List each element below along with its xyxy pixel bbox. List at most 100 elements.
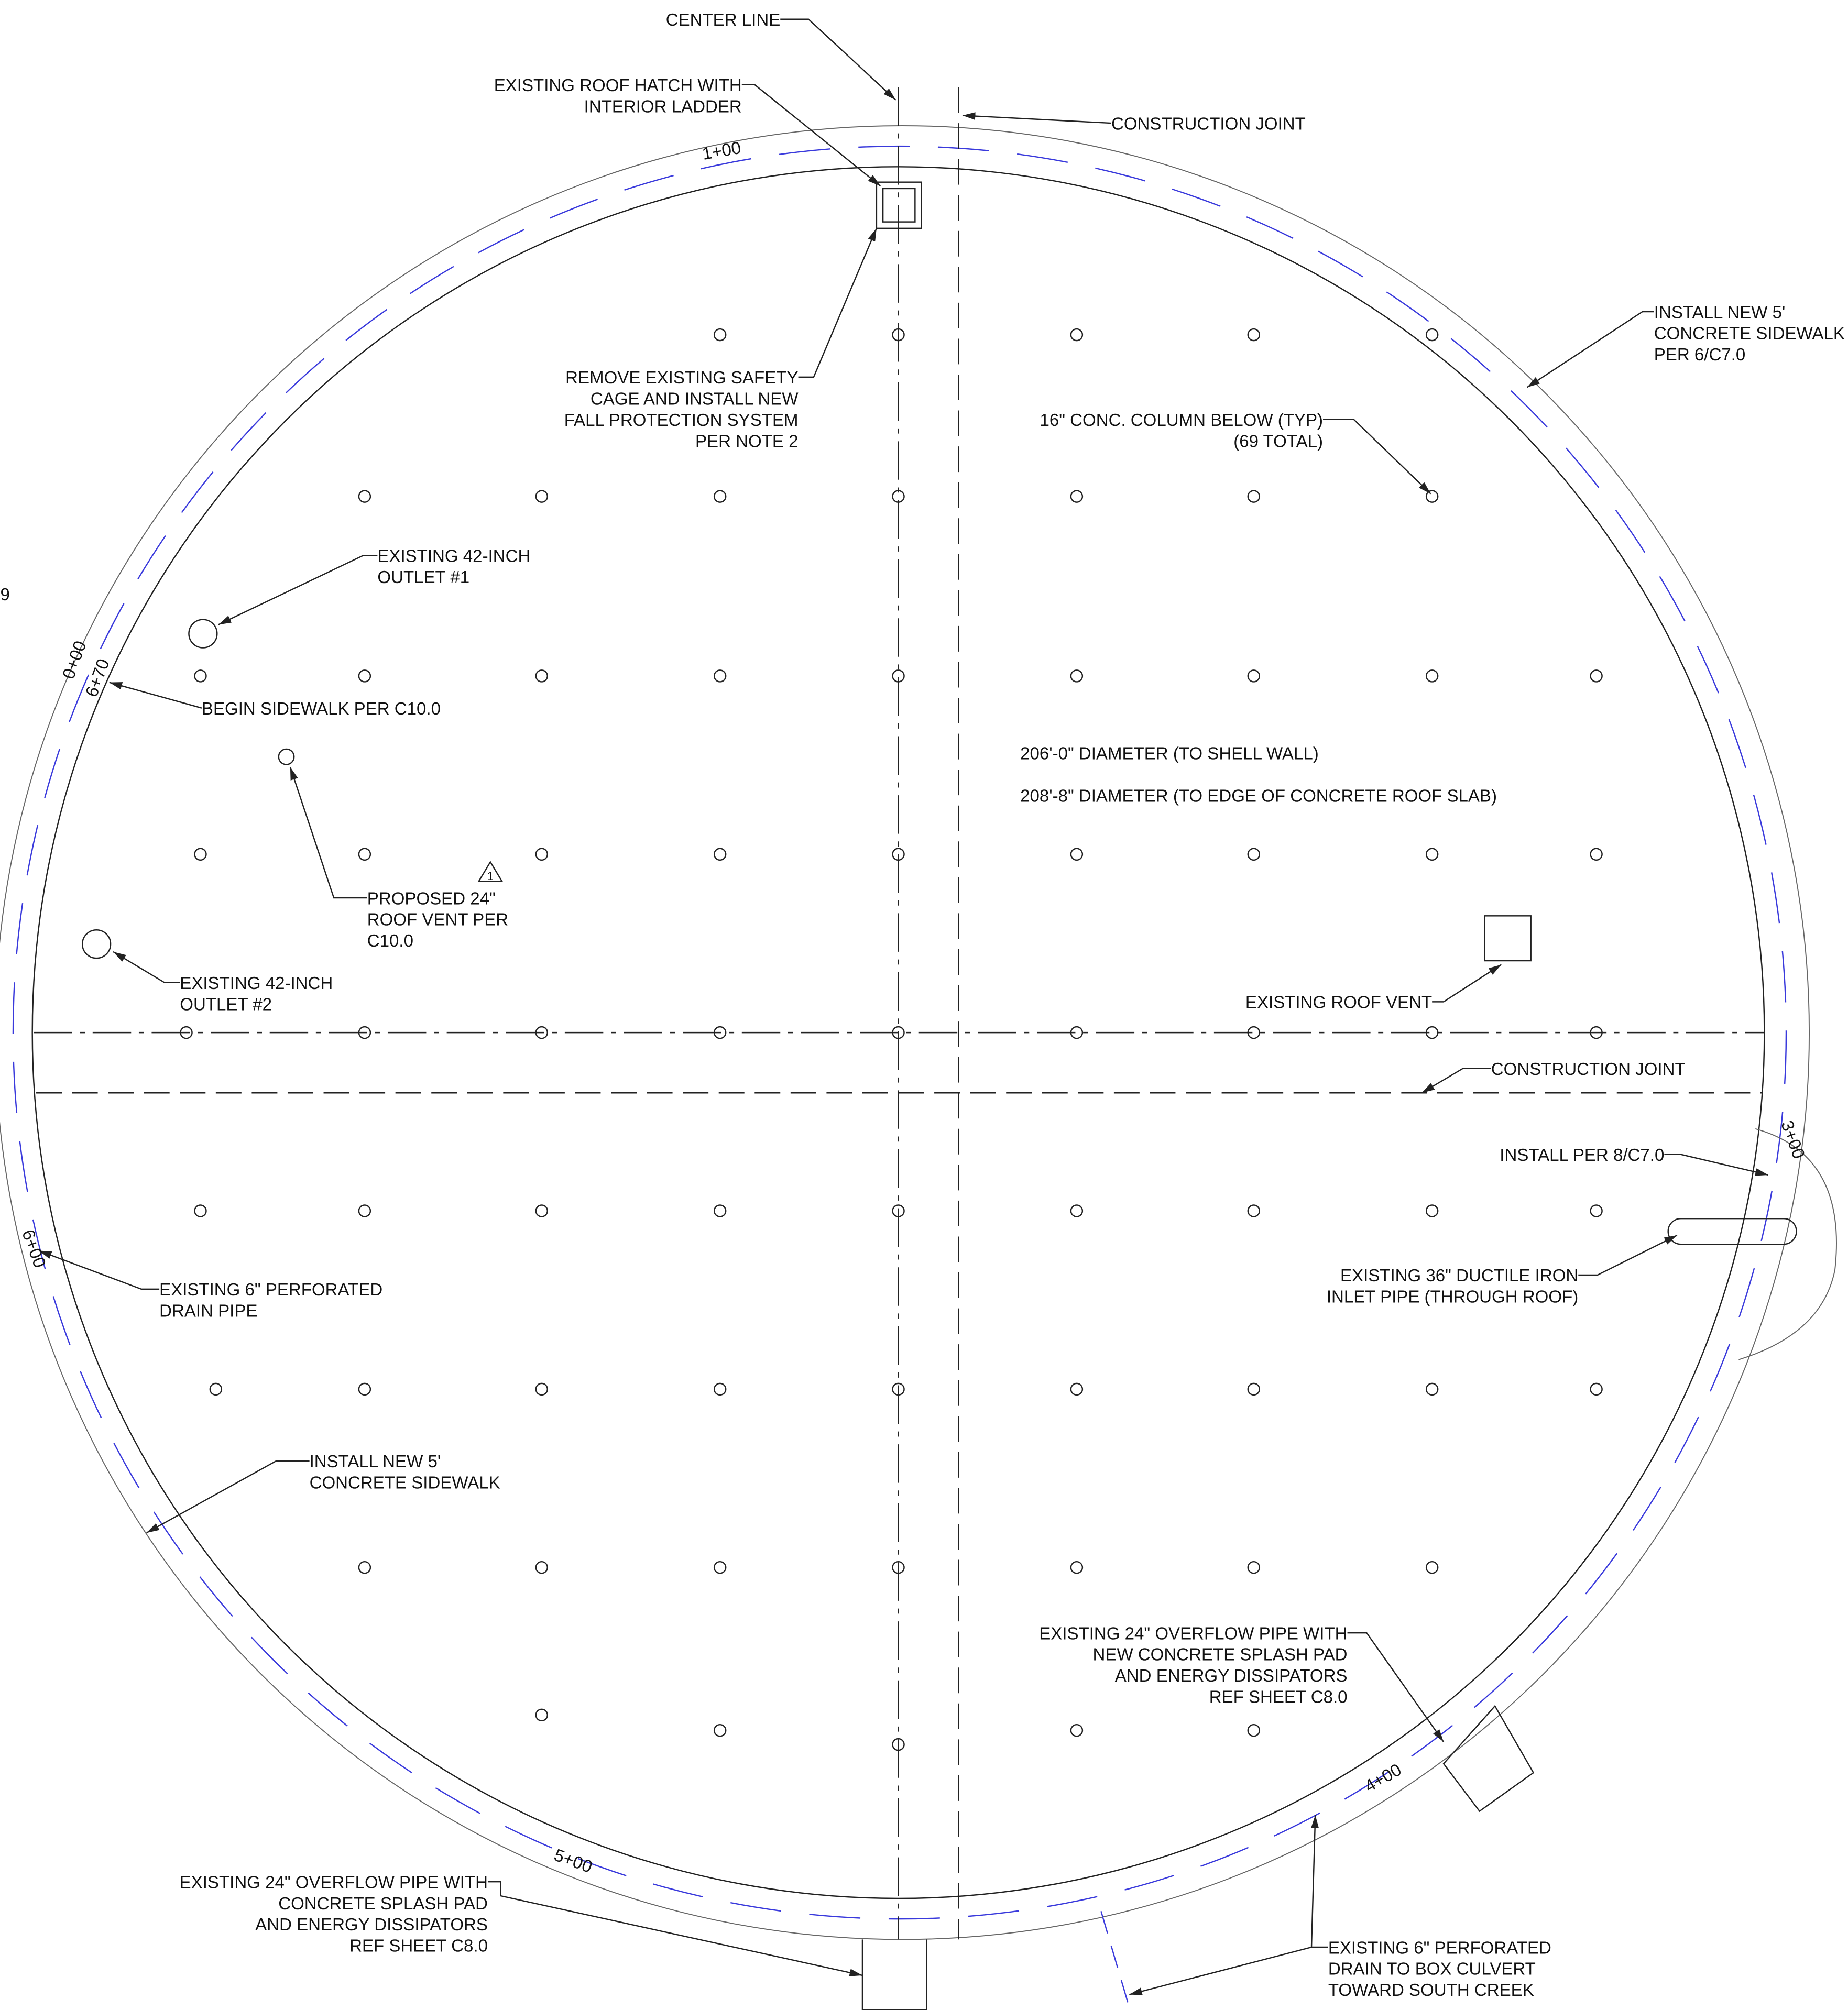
callout-text: EXISTING 36" DUCTILE IRON (1340, 1266, 1578, 1286)
column (714, 1205, 726, 1216)
column (1426, 329, 1438, 341)
column (536, 1562, 548, 1573)
station-label: 0+00 (59, 639, 90, 682)
column (359, 491, 370, 502)
callout-text: OUTLET #1 (377, 568, 469, 587)
callout-text: ROOF VENT PER (367, 910, 508, 930)
columns (181, 329, 1602, 1750)
leader (1323, 420, 1431, 494)
leader (1527, 312, 1654, 387)
column (714, 849, 726, 860)
column (1591, 849, 1602, 860)
column (1071, 1383, 1082, 1395)
callout-text: PER 6/C7.0 (1654, 345, 1746, 365)
proposed-vent (279, 749, 294, 764)
callout-text: CONSTRUCTION JOINT (1111, 114, 1306, 134)
column (1071, 1205, 1082, 1216)
callout-text: TOWARD SOUTH CREEK (1328, 1981, 1534, 2000)
leader (147, 1461, 310, 1533)
column (1071, 329, 1082, 341)
callout-text: EXISTING 6" PERFORATED (1328, 1938, 1551, 1958)
splash-pad (862, 1939, 926, 2010)
revision-mark: 1 (487, 870, 494, 883)
callout-text: PROPOSED 24" (367, 889, 496, 908)
station-label: 4+00 (1361, 1760, 1405, 1796)
leader (1664, 1155, 1768, 1175)
column (714, 329, 726, 341)
column (1591, 670, 1602, 682)
station-label: 5+00 (551, 1846, 595, 1877)
callout-text: DRAIN PIPE (159, 1302, 257, 1321)
callout-text: INLET PIPE (THROUGH ROOF) (1327, 1288, 1578, 1307)
leader (1432, 964, 1501, 1002)
leader (488, 1882, 862, 1975)
column (359, 849, 370, 860)
column (1071, 491, 1082, 502)
callout-text: NEW CONCRETE SPLASH PAD (1093, 1645, 1348, 1665)
leader (1578, 1235, 1677, 1275)
drain-culvert (1101, 1911, 1129, 2007)
leader (1348, 1633, 1444, 1742)
column (536, 1383, 548, 1395)
column (359, 1383, 370, 1395)
column (1248, 491, 1260, 502)
leader (218, 555, 378, 624)
callout-text: REF SHEET C8.0 (349, 1937, 488, 1956)
leader (110, 683, 202, 708)
leader (39, 1250, 159, 1289)
column (1591, 1383, 1602, 1395)
callout-text: DRAIN TO BOX CULVERT (1328, 1960, 1536, 1979)
callout-text: EXISTING 24" OVERFLOW PIPE WITH (1039, 1624, 1347, 1643)
column (714, 491, 726, 502)
station-label: 1+00 (701, 138, 742, 164)
callout-text: CONCRETE SIDEWALK (1654, 324, 1845, 344)
leader (780, 19, 895, 100)
callout-text: INSTALL PER 8/C7.0 (1500, 1146, 1664, 1165)
outlet (82, 930, 111, 958)
column (536, 849, 548, 860)
callout-text: INTERIOR LADDER (584, 97, 742, 116)
roof-vent (1485, 916, 1531, 961)
callout-text: CONSTRUCTION JOINT (1491, 1060, 1686, 1079)
column (714, 670, 726, 682)
column (1248, 1562, 1260, 1573)
callout-text: EXISTING ROOF HATCH WITH (494, 76, 742, 95)
callout-text: (69 TOTAL) (1233, 432, 1323, 451)
callout-text: EXISTING 42-INCH (377, 546, 530, 566)
column (1071, 1725, 1082, 1736)
labels: CENTER LINE EXISTING ROOF HATCH WITH INTER… (0, 10, 1844, 2000)
callout-text: CENTER LINE (666, 10, 781, 30)
column (1071, 670, 1082, 682)
column (1071, 1562, 1082, 1573)
station-label: 6+00 (18, 1227, 49, 1271)
callout-text: AND ENERGY DISSIPATORS (1115, 1666, 1348, 1686)
callout-text: REMOVE EXISTING SAFETY (565, 368, 798, 388)
callout-text: BEGIN SIDEWALK PER C10.0 (202, 699, 441, 719)
callout-text: 208'-8" DIAMETER (TO EDGE OF CONCRETE RO… (1020, 786, 1497, 806)
callout-text: CONCRETE SIDEWALK (310, 1474, 500, 1493)
column (1426, 491, 1438, 502)
callout-text: INSTALL NEW 5' (310, 1452, 441, 1471)
column (194, 1205, 206, 1216)
column (210, 1383, 222, 1395)
column (536, 1709, 548, 1721)
callout-text: REF SHEET C8.0 (1209, 1688, 1348, 1707)
column (714, 1383, 726, 1395)
column (194, 670, 206, 682)
callout-text: EXISTING 24" OVERFLOW PIPE WITH (180, 1873, 488, 1892)
column (714, 1562, 726, 1573)
callout-text: AND ENERGY DISSIPATORS (255, 1915, 488, 1935)
leader (799, 228, 877, 377)
station-label: 3+00 (1777, 1118, 1808, 1161)
drawing: CENTER LINE EXISTING ROOF HATCH WITH INTER… (0, 0, 1848, 2010)
tank (0, 87, 1836, 2010)
column (714, 1725, 726, 1736)
callout-text: 206'-0" DIAMETER (TO SHELL WALL) (1020, 744, 1319, 764)
column (1248, 849, 1260, 860)
column (1248, 1725, 1260, 1736)
column (1426, 849, 1438, 860)
column (1248, 1205, 1260, 1216)
leader (1422, 1069, 1491, 1093)
callout-text: EXISTING ROOF VENT (1245, 993, 1432, 1013)
column (536, 1205, 548, 1216)
